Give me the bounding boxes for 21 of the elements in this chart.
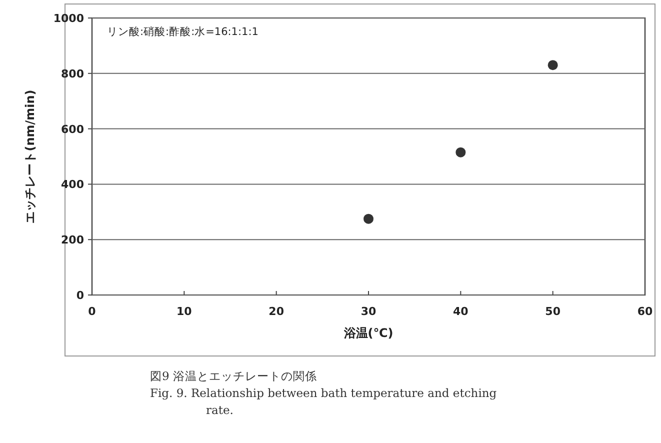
point bbox=[456, 147, 466, 158]
y-axis-title: エッチレート(nm/min) bbox=[23, 90, 37, 224]
x-tick-label: 50 bbox=[545, 305, 561, 318]
y-tick-label: 400 bbox=[61, 178, 84, 192]
caption: 図9 浴温とエッチレートの関係 bbox=[150, 368, 318, 385]
y-tick-label: 800 bbox=[61, 67, 84, 80]
point bbox=[364, 214, 374, 224]
y-tick-label: 600 bbox=[61, 122, 84, 136]
x-tick-label: 0 bbox=[88, 305, 96, 318]
annotation: リン酸:硝酸:酢酸:水=16:1:1:1 bbox=[107, 25, 258, 38]
x-axis-title: 浴温(℃) bbox=[342, 326, 394, 340]
caption: Fig. 9. Relationship between bath temperature and etching rate. bbox=[150, 385, 498, 419]
x-tick-label: 20 bbox=[268, 305, 284, 318]
point bbox=[548, 60, 558, 70]
x-tick-label: 30 bbox=[360, 305, 376, 318]
x-tick-label: 10 bbox=[176, 305, 192, 318]
x-tick-label: 60 bbox=[637, 305, 653, 318]
x-tick-label: 40 bbox=[453, 305, 469, 318]
y-tick-label: 200 bbox=[61, 234, 84, 247]
y-tick-label: 0 bbox=[76, 289, 84, 302]
y-tick-label: 1000 bbox=[53, 12, 84, 25]
